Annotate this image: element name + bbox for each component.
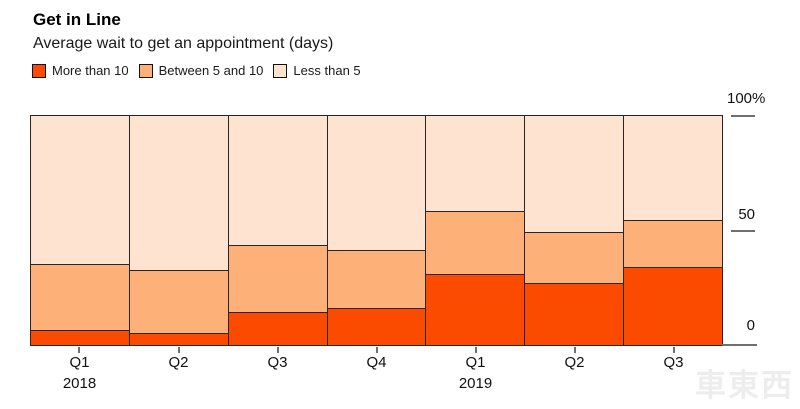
- bar-segment-more-than-10: [31, 330, 129, 345]
- bar-segment-between-5-and-10: [624, 220, 723, 267]
- x-axis-tick: [177, 347, 180, 353]
- bar-segment-between-5-and-10: [129, 270, 228, 333]
- chart-header: Get in Line Average wait to get an appoi…: [33, 10, 333, 53]
- legend-swatch-more-than-10: [32, 63, 46, 78]
- x-axis-year-label-2018: 2018: [62, 375, 97, 392]
- legend-label: Less than 5: [293, 63, 361, 78]
- y-axis-label-50: 50: [738, 206, 755, 223]
- bar-segment-more-than-10: [129, 332, 228, 345]
- x-axis-tick: [573, 347, 576, 353]
- x-axis-label-q2: Q2: [168, 354, 189, 371]
- bar-segment-less-than-5: [327, 116, 426, 250]
- x-axis: Q1 2018 Q2 Q3 Q4 Q1 2019 Q2 Q3: [30, 346, 723, 401]
- x-axis-label-q4: Q4: [366, 354, 387, 371]
- bar-segment-between-5-and-10: [228, 245, 327, 313]
- bar-segment-more-than-10: [624, 266, 723, 346]
- bar-segment-less-than-5: [525, 116, 624, 232]
- bar-q3: [623, 115, 724, 346]
- bar-q2: [524, 115, 625, 346]
- bar-q2: [128, 115, 229, 346]
- bar-segment-less-than-5: [228, 116, 327, 246]
- chart-subtitle: Average wait to get an appointment (days…: [33, 35, 334, 52]
- x-axis-year-label-2019: 2019: [458, 375, 493, 392]
- x-axis-tick: [672, 347, 675, 353]
- x-axis-label-q3: Q3: [663, 354, 684, 371]
- legend-label: More than 10: [52, 63, 129, 78]
- bar-segment-less-than-5: [624, 116, 723, 221]
- x-axis-label-q2: Q2: [564, 354, 585, 371]
- bar-segment-between-5-and-10: [31, 263, 129, 331]
- bar-segment-less-than-5: [426, 116, 525, 212]
- bar-segment-more-than-10: [228, 312, 327, 345]
- x-axis-label-q3: Q3: [267, 354, 288, 371]
- legend-item-less-than-5: Less than 5: [273, 63, 361, 78]
- bar-segment-more-than-10: [327, 307, 426, 345]
- bar-q3: [227, 115, 328, 346]
- chart-title: Get in Line: [33, 10, 121, 29]
- x-axis-label-q1-2019: Q1: [465, 354, 486, 371]
- legend: More than 10 Between 5 and 10 Less than …: [32, 63, 371, 78]
- y-axis-label-100: 100%: [727, 90, 766, 107]
- bar-segment-less-than-5: [129, 116, 228, 271]
- watermark-logo: 車東西: [695, 368, 794, 403]
- bar-segment-more-than-10: [525, 282, 624, 345]
- bar-segment-between-5-and-10: [525, 231, 624, 283]
- x-axis-tick: [276, 347, 279, 353]
- x-axis-tick: [375, 347, 378, 353]
- legend-item-more-than-10: More than 10: [32, 63, 129, 78]
- x-axis-baseline-extension: [722, 344, 757, 346]
- x-axis-label-q1-2018: Q1: [69, 354, 90, 371]
- bar-segment-more-than-10: [426, 273, 525, 346]
- legend-swatch-less-than-5: [273, 63, 288, 78]
- bar-segment-between-5-and-10: [426, 211, 525, 274]
- bar-q1-2019: [425, 115, 526, 346]
- y-axis-tick-50: [731, 230, 755, 232]
- x-axis-tick: [78, 347, 81, 353]
- plot-area: [30, 115, 724, 346]
- bar-segment-between-5-and-10: [327, 249, 426, 308]
- bar-q1-2018: [30, 115, 130, 346]
- legend-label: Between 5 and 10: [158, 63, 264, 78]
- legend-swatch-between-5-and-10: [138, 63, 153, 78]
- y-axis-tick-100: [731, 115, 755, 117]
- legend-item-between-5-and-10: Between 5 and 10: [138, 63, 264, 78]
- bar-segment-less-than-5: [31, 116, 129, 264]
- bar-q4: [326, 115, 427, 346]
- x-axis-tick: [474, 347, 477, 353]
- y-axis-label-0: 0: [746, 317, 755, 334]
